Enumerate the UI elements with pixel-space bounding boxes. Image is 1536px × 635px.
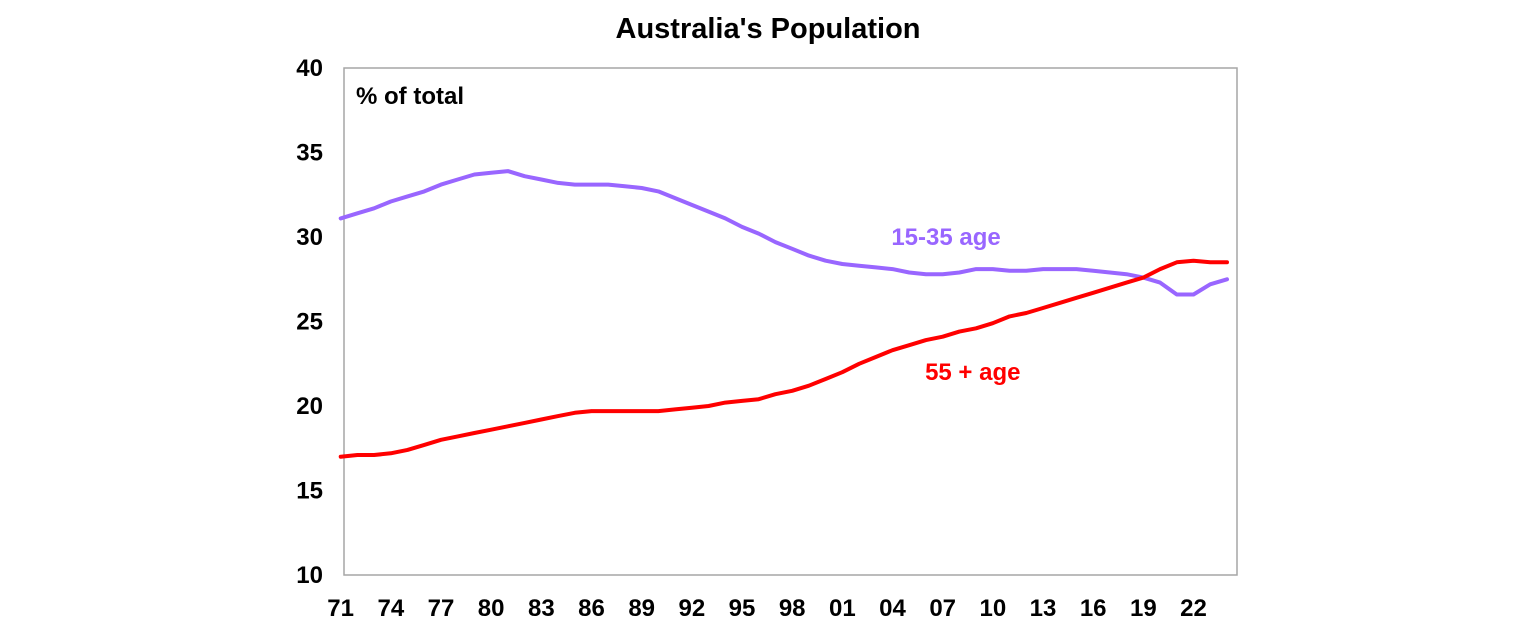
x-tick-label: 83 bbox=[528, 595, 555, 622]
x-tick-label: 04 bbox=[879, 595, 906, 622]
series-label: 15-35 age bbox=[891, 224, 1000, 251]
x-tick-label: 16 bbox=[1080, 595, 1107, 622]
x-axis: 71 74 77 80 83 86 89 92 95 98 01 04 07 10 13 16 19 22 bbox=[327, 595, 1207, 622]
series-label: 55 + age bbox=[925, 359, 1020, 386]
y-tick-label: 30 bbox=[296, 224, 323, 251]
series-line-55-plus-age bbox=[338, 258, 1229, 459]
x-tick-label: 19 bbox=[1130, 595, 1157, 622]
x-tick-label: 74 bbox=[377, 595, 404, 622]
chart-title: Australia's Population bbox=[616, 13, 921, 45]
x-tick-label: 98 bbox=[779, 595, 806, 622]
y-tick-label: 35 bbox=[296, 140, 323, 167]
series-line-15-35-age bbox=[338, 169, 1229, 297]
x-tick-label: 95 bbox=[729, 595, 756, 622]
x-tick-label: 22 bbox=[1180, 595, 1207, 622]
x-tick-label: 10 bbox=[979, 595, 1006, 622]
x-tick-label: 13 bbox=[1030, 595, 1057, 622]
y-tick-label: 40 bbox=[296, 55, 323, 82]
x-tick-label: 92 bbox=[678, 595, 705, 622]
series-layer bbox=[338, 169, 1229, 459]
y-tick-label: 20 bbox=[296, 393, 323, 420]
x-tick-label: 86 bbox=[578, 595, 605, 622]
x-tick-label: 89 bbox=[628, 595, 655, 622]
x-tick-label: 77 bbox=[428, 595, 455, 622]
x-tick-label: 07 bbox=[929, 595, 956, 622]
plot-area-frame bbox=[343, 67, 1238, 576]
series-annotations: 15-35 age 55 + age bbox=[891, 224, 1020, 386]
x-tick-label: 01 bbox=[829, 595, 856, 622]
x-tick-label: 80 bbox=[478, 595, 505, 622]
y-axis: 10 15 20 25 30 35 40 bbox=[296, 55, 323, 589]
y-tick-label: 25 bbox=[296, 309, 323, 336]
y-tick-label: 10 bbox=[296, 562, 323, 589]
x-tick-label: 71 bbox=[327, 595, 354, 622]
y-axis-unit-label: % of total bbox=[356, 83, 464, 110]
y-tick-label: 15 bbox=[296, 478, 323, 505]
